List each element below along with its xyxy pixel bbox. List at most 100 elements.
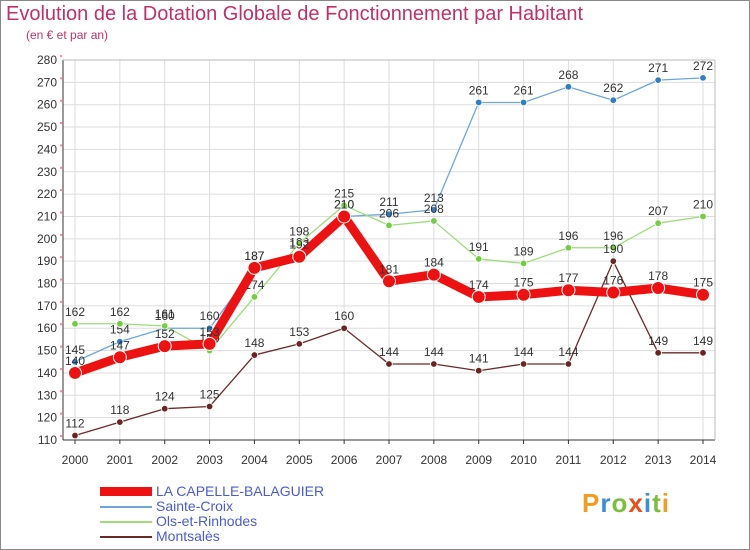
data-point [475, 255, 483, 263]
data-point [292, 249, 307, 264]
chart-title: Evolution de la Dotation Globale de Fonc… [6, 3, 584, 25]
y-tick-label: 270 [37, 75, 57, 89]
data-label: 210 [334, 197, 354, 211]
x-tick-label: 2012 [600, 453, 627, 467]
y-tick-label: 260 [37, 98, 57, 112]
y-tick-label: 110 [38, 433, 57, 447]
legend-swatch [100, 536, 152, 538]
logo-letter: P [582, 488, 601, 518]
data-label: 211 [379, 195, 398, 209]
data-label: 144 [379, 345, 399, 359]
legend-label: LA CAPELLE-BALAGUIER [156, 483, 325, 499]
x-tick-label: 2004 [241, 453, 268, 467]
logo-letter: t [652, 488, 662, 518]
data-label: 147 [110, 338, 130, 352]
y-tick-label: 280 [37, 53, 57, 67]
data-point [651, 281, 666, 295]
data-label: 175 [693, 276, 713, 290]
data-point [71, 320, 79, 328]
data-point [609, 257, 617, 265]
data-label: 141 [469, 352, 489, 366]
data-point [385, 360, 393, 368]
logo-letter: i [643, 488, 653, 518]
data-point [71, 358, 79, 366]
data-label: 160 [155, 309, 175, 323]
legend-label: Montsalès [156, 528, 220, 544]
data-label: 125 [200, 387, 220, 401]
data-label: 198 [289, 224, 309, 238]
data-label: 161 [155, 307, 175, 321]
data-label: 181 [379, 262, 399, 276]
data-point [382, 274, 396, 289]
data-label: 148 [244, 336, 264, 350]
data-label: 145 [65, 343, 85, 357]
data-label: 175 [514, 276, 534, 290]
data-point [71, 431, 79, 440]
data-point [247, 260, 262, 275]
x-tick-label: 2008 [421, 453, 448, 467]
data-label: 162 [65, 305, 85, 319]
data-label: 144 [514, 345, 534, 359]
data-point [475, 367, 483, 375]
data-point [205, 324, 214, 332]
y-tick-label: 210 [37, 209, 57, 223]
data-label: 112 [65, 417, 84, 431]
data-label: 210 [693, 197, 713, 211]
data-point [609, 96, 617, 104]
data-label: 207 [648, 204, 668, 218]
data-label: 149 [693, 334, 713, 348]
data-point [654, 219, 662, 227]
data-label: 262 [603, 81, 623, 95]
data-label: 149 [648, 334, 668, 348]
y-tick-label: 120 [37, 411, 57, 425]
data-label: 177 [558, 271, 578, 285]
y-tick-label: 180 [37, 277, 57, 291]
logo-letter: x [628, 488, 644, 518]
data-point [564, 244, 573, 252]
legend-swatch [100, 521, 152, 523]
data-label: 118 [110, 403, 129, 417]
data-point [205, 402, 214, 411]
y-tick-label: 140 [37, 366, 57, 380]
legend-label: Sainte-Croix [156, 498, 234, 514]
data-label: 144 [558, 345, 578, 359]
logo-letter: r [600, 488, 612, 518]
data-label: 153 [200, 325, 220, 339]
data-point [606, 285, 621, 300]
data-point [430, 206, 438, 214]
logo-letter: i [661, 488, 670, 518]
data-label: 124 [155, 390, 175, 404]
data-point [250, 351, 259, 359]
data-label: 162 [110, 305, 130, 319]
data-label: 192 [289, 238, 309, 252]
data-point [516, 287, 531, 302]
data-point [385, 221, 393, 230]
data-label: 189 [514, 244, 534, 258]
y-tick-label: 170 [37, 299, 57, 313]
data-point [696, 287, 710, 302]
data-label: 140 [65, 354, 85, 368]
legend-swatch [100, 487, 152, 496]
data-label: 160 [200, 309, 220, 323]
data-point [157, 339, 172, 354]
y-tick-label: 200 [37, 232, 57, 246]
data-point [699, 212, 707, 221]
data-label: 174 [469, 278, 489, 292]
x-tick-label: 2002 [151, 453, 178, 467]
data-point [564, 360, 573, 368]
x-tick-label: 2001 [107, 453, 134, 467]
series-3: 112 118 124 125 148 153 160 144 144 141 144 144 190 1… [65, 242, 713, 440]
data-point [519, 98, 528, 107]
y-tick-label: 160 [37, 321, 57, 335]
data-label: 196 [558, 229, 578, 243]
data-point [112, 350, 127, 365]
data-label: 190 [603, 242, 623, 256]
data-point [609, 244, 617, 252]
x-tick-label: 2003 [196, 453, 223, 467]
data-point [385, 210, 393, 218]
data-label: 160 [334, 309, 354, 323]
x-tick-label: 2005 [286, 453, 313, 467]
data-label: 215 [334, 186, 354, 200]
data-point [519, 259, 528, 268]
